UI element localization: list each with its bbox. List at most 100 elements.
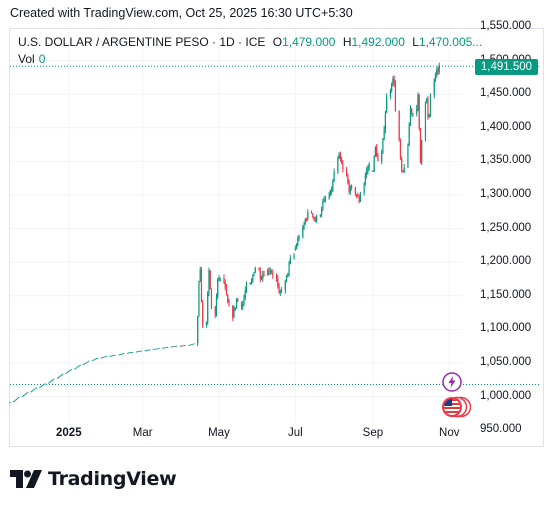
lightning-icon[interactable] xyxy=(442,372,462,392)
candle-body xyxy=(407,145,409,168)
candle-body xyxy=(367,168,369,171)
candle-body xyxy=(167,346,169,348)
candle-body xyxy=(347,175,349,183)
candle-body xyxy=(128,352,130,354)
reference-lines xyxy=(10,65,541,386)
candle-body xyxy=(319,215,321,216)
candle-body xyxy=(79,364,81,366)
candle-body xyxy=(438,64,440,72)
candle-body xyxy=(277,278,279,286)
candle-body xyxy=(58,376,60,378)
candle-body xyxy=(153,349,155,350)
candle-body xyxy=(93,359,95,361)
candle-body xyxy=(15,399,17,401)
candle-body xyxy=(44,383,46,385)
candle-body xyxy=(391,83,393,92)
candle-body xyxy=(41,385,44,387)
candle-body xyxy=(295,245,298,249)
candle-body xyxy=(249,282,251,285)
candle-body xyxy=(76,366,79,368)
candle-body xyxy=(129,352,131,354)
chart-caption: Created with TradingView.com, Oct 25, 20… xyxy=(10,6,353,20)
candle-body xyxy=(122,353,124,355)
candle-body xyxy=(419,127,422,163)
candle-body xyxy=(85,362,87,364)
candle-body xyxy=(227,294,229,303)
candle-body xyxy=(373,155,375,172)
candle-body xyxy=(23,395,25,397)
candle-body xyxy=(333,171,335,182)
candle-body xyxy=(184,345,186,346)
candle-body xyxy=(436,70,438,75)
candle-body xyxy=(243,297,245,304)
candle-body xyxy=(323,199,325,202)
candle-body xyxy=(394,83,397,111)
candle-body xyxy=(398,110,400,141)
candle-body xyxy=(53,378,55,380)
candle-body xyxy=(119,354,121,356)
time-tick-label: Sep xyxy=(362,427,384,439)
candle-body xyxy=(234,307,236,310)
candle-body xyxy=(304,218,306,225)
chart-frame[interactable] xyxy=(9,28,544,447)
candle-body xyxy=(14,400,16,402)
candle-body xyxy=(288,263,290,274)
candle-body xyxy=(245,284,248,291)
candle-body xyxy=(322,201,324,210)
candle-body xyxy=(155,348,158,350)
candle-body xyxy=(244,290,246,298)
candle-body xyxy=(190,344,193,346)
candles xyxy=(9,62,440,403)
candle-body xyxy=(88,360,90,362)
candle-body xyxy=(237,298,239,302)
candle-body xyxy=(104,356,106,358)
candle-body xyxy=(310,211,313,214)
candle-body xyxy=(434,74,437,81)
candle-body xyxy=(162,347,164,349)
candle-body xyxy=(84,363,86,364)
candle-body xyxy=(164,347,166,349)
candle-body xyxy=(209,270,211,290)
candle-body xyxy=(174,346,176,347)
candle-body xyxy=(103,356,105,358)
candle-body xyxy=(235,298,238,308)
candle-body xyxy=(61,373,64,375)
price-tick-label: 1,000.000 xyxy=(480,389,532,402)
price-tick-label: 950.000 xyxy=(480,423,522,436)
candle-body xyxy=(253,272,255,276)
candle-body xyxy=(315,215,318,222)
candle-body xyxy=(225,287,228,295)
candle-body xyxy=(424,102,427,140)
candle-body xyxy=(35,387,37,389)
candle-body xyxy=(30,391,32,393)
tradingview-logo[interactable]: TradingView xyxy=(10,467,177,491)
candle-body xyxy=(393,78,395,84)
candle-body xyxy=(376,147,378,157)
candle-body xyxy=(233,309,235,318)
candle-body xyxy=(426,98,428,103)
candle-body xyxy=(320,209,323,216)
candle-body xyxy=(68,370,70,372)
candle-body xyxy=(78,365,80,367)
candle-body xyxy=(421,139,423,163)
candle-body xyxy=(137,351,139,353)
candle-body xyxy=(40,386,42,387)
candle-body xyxy=(94,358,96,360)
candle-body xyxy=(163,347,165,349)
candle-body xyxy=(65,372,67,374)
candle-body xyxy=(357,196,359,198)
price-tick-label: 1,050.000 xyxy=(480,356,532,368)
candle-body xyxy=(123,353,125,355)
us-flag-icon[interactable] xyxy=(441,396,472,418)
candle-body xyxy=(102,357,104,358)
candle-body xyxy=(412,113,414,115)
candle-body xyxy=(208,270,210,294)
low-value: 1,470.005... xyxy=(418,35,483,49)
candle-body xyxy=(232,306,234,318)
candle-body xyxy=(157,348,159,350)
candle-body xyxy=(91,360,94,362)
candle-body xyxy=(113,355,115,356)
candle-body xyxy=(408,124,410,146)
candle-body xyxy=(399,140,402,159)
